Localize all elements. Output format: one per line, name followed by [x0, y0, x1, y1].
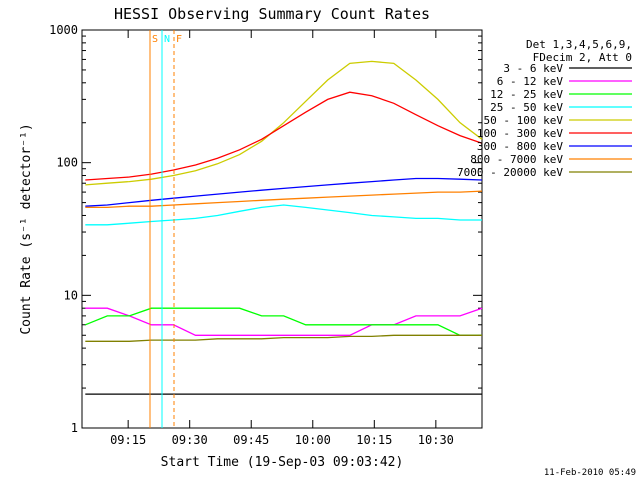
x-axis: 09:15 09:30 09:45 10:00 10:15 10:30 [110, 30, 454, 447]
legend-entry-label: 6 - 12 keV [497, 75, 564, 88]
marker-label: N [164, 34, 170, 45]
x-axis-label: Start Time (19-Sep-03 09:03:42) [161, 455, 404, 470]
y-tick-label: 100 [56, 156, 78, 170]
legend-header: Det 1,3,4,5,6,9, [526, 38, 632, 51]
x-tick-label: 09:30 [172, 433, 208, 447]
series-300-800-kev-line [85, 177, 483, 207]
x-tick-label: 10:30 [418, 433, 454, 447]
series-7000-20000-kev-line [85, 334, 482, 342]
timestamp-footer: 11-Feb-2010 05:49 [544, 468, 636, 478]
series-100-300-kev-line [85, 91, 483, 181]
legend-entry-label: 3 - 6 keV [503, 62, 563, 75]
legend-entry-label: 25 - 50 keV [490, 101, 563, 114]
series-12-25-kev-line [85, 307, 482, 336]
y-axis: 1 10 100 1000 [49, 23, 482, 435]
legend-header: FDecim 2, Att 0 [533, 51, 632, 64]
legend: Det 1,3,4,5,6,9,FDecim 2, Att 03 - 6 keV… [457, 38, 632, 179]
series-6-12-kev-line [85, 307, 483, 336]
y-axis-label: Count Rate (s⁻¹ detector⁻¹) [19, 123, 34, 334]
legend-entry-label: 300 - 800 keV [477, 140, 563, 153]
legend-entry-label: 100 - 300 keV [477, 127, 563, 140]
marker-label: F [176, 34, 182, 45]
series-50-100-kev-line [85, 60, 483, 186]
legend-entry-label: 12 - 25 keV [490, 88, 563, 101]
chart-title: HESSI Observing Summary Count Rates [114, 5, 430, 23]
x-tick-label: 10:15 [356, 433, 392, 447]
x-tick-label: 10:00 [295, 433, 331, 447]
legend-entry-label: 50 - 100 keV [484, 114, 564, 127]
x-tick-label: 09:15 [110, 433, 146, 447]
series-800-7000-kev-line [85, 190, 483, 209]
legend-entry-label: 7000 - 20000 keV [457, 166, 563, 179]
x-tick-label: 09:45 [233, 433, 269, 447]
series-layer [85, 60, 483, 395]
series-25-50-kev-line [85, 204, 482, 226]
marker-label: S [152, 34, 158, 45]
legend-entry-label: 800 - 7000 keV [470, 153, 563, 166]
y-tick-label: 1 [71, 421, 78, 435]
plot-frame [81, 29, 483, 429]
y-tick-label: 1000 [49, 23, 78, 37]
y-tick-label: 10 [64, 288, 78, 302]
